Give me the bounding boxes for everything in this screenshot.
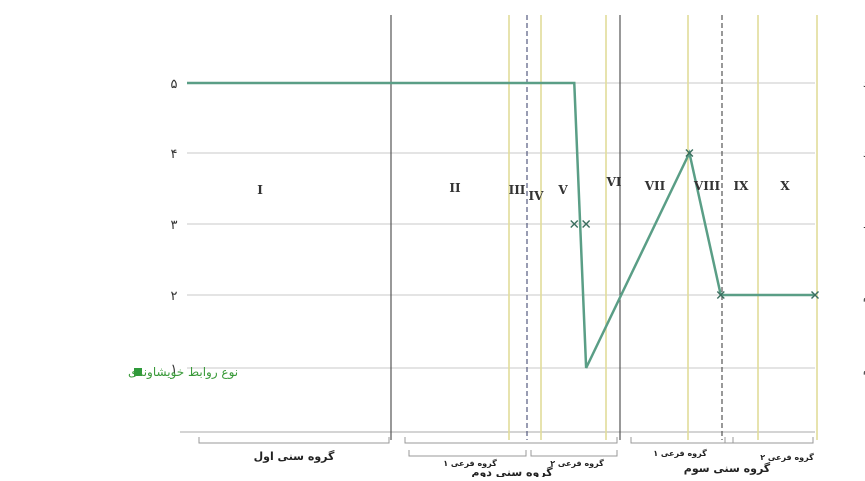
region-label-II: II — [449, 181, 461, 195]
group-bracket-1 — [199, 437, 389, 443]
subgroup-bracket-3-2 — [733, 437, 813, 443]
ytick-number-5: ۵ — [171, 77, 178, 92]
region-label-VI: VI — [606, 175, 622, 189]
label-layer: ۵بسیار زیاد۴زیاد۳متوسط۲کم۱بسیار کمIIIIII… — [171, 77, 865, 377]
subgroup-label-2-2: گروه فرعی ۲ — [550, 458, 604, 468]
ytick-number-4: ۴ — [171, 147, 178, 162]
region-label-X: X — [780, 179, 790, 193]
subgroup-label-3-2: گروه فرعی ۲ — [760, 452, 814, 462]
region-label-IV: IV — [529, 189, 545, 203]
divider-layer — [391, 15, 817, 440]
ytick-number-3: ۳ — [171, 218, 178, 233]
subgroup-bracket-3-1 — [631, 437, 725, 443]
group-label-1: گروه سنی اول — [254, 450, 335, 463]
region-label-V: V — [557, 183, 568, 197]
group-bracket-2 — [405, 437, 617, 443]
group-label-3: گروه سنی سوم — [684, 462, 771, 475]
region-label-VII: VII — [644, 179, 666, 193]
ytick-number-2: ۲ — [171, 289, 178, 304]
grid-layer — [180, 83, 815, 432]
series-layer — [187, 83, 819, 368]
subgroup-bracket-2-1 — [409, 450, 526, 456]
region-label-IX: IX — [734, 179, 750, 193]
subgroup-label-2-1: گروه فرعی ۱ — [443, 458, 497, 468]
legend-label: نوع روابط خویشاوندی — [128, 365, 238, 380]
region-label-VIII: VIII — [693, 179, 721, 193]
subgroup-label-3-1: گروه فرعی ۱ — [653, 448, 707, 458]
region-label-III: III — [509, 183, 526, 197]
legend-layer: نوع روابط خویشاوندی — [128, 365, 238, 380]
region-label-I: I — [257, 183, 263, 197]
series-line-0 — [187, 83, 815, 368]
subgroup-bracket-2-2 — [531, 450, 617, 456]
